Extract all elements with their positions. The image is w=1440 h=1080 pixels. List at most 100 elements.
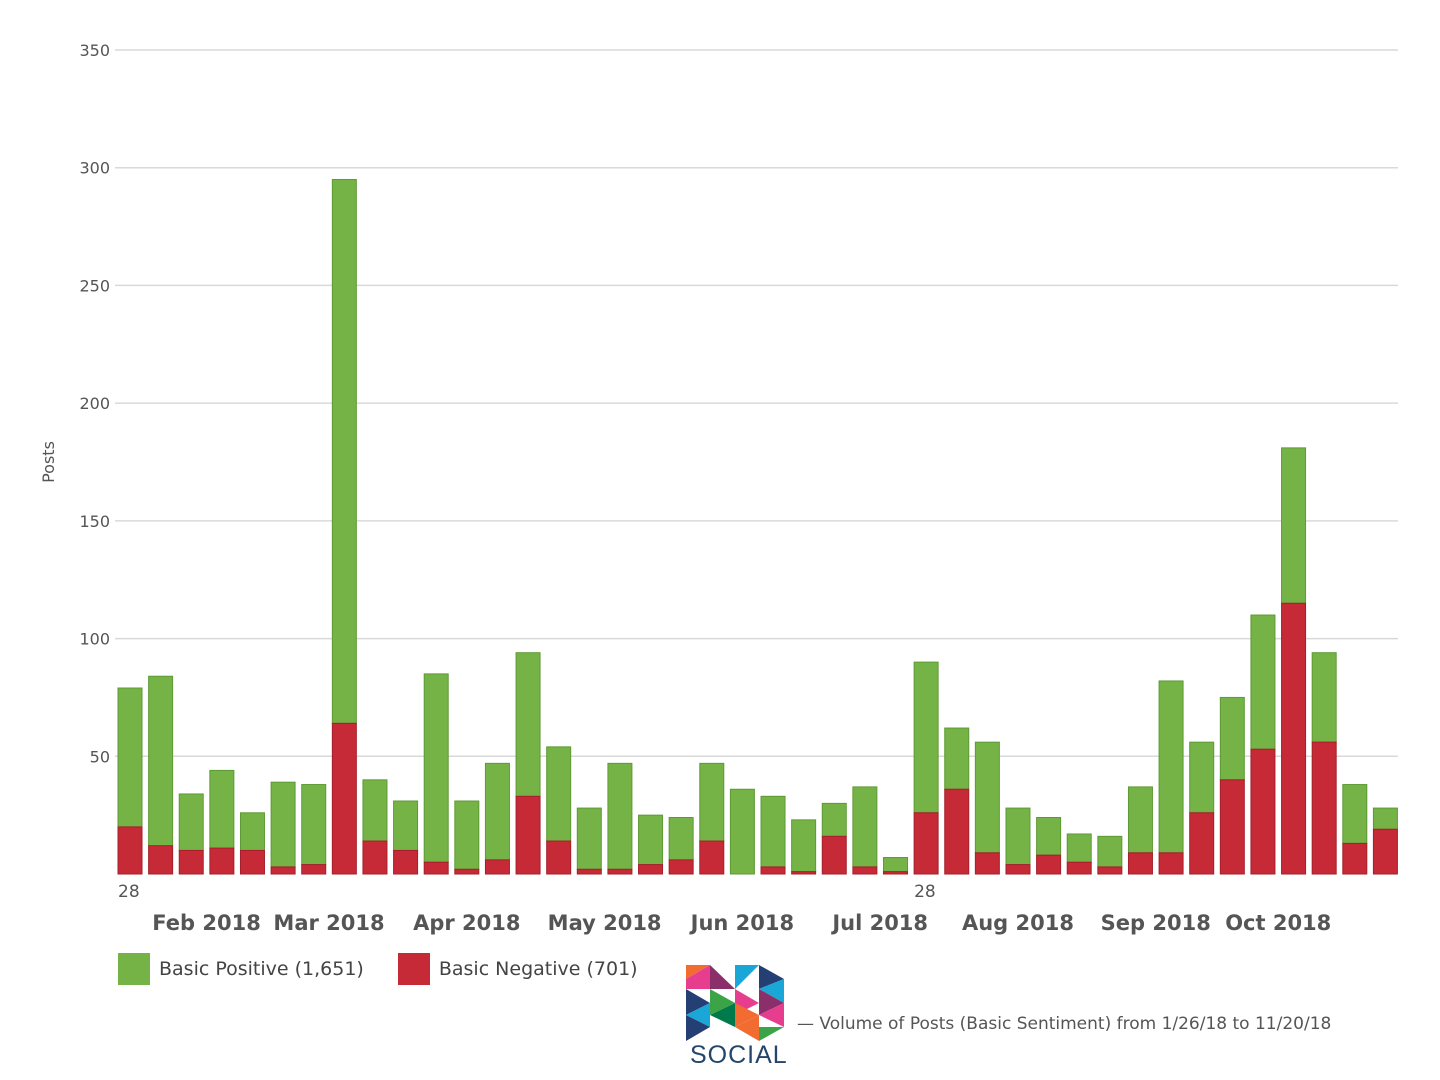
bar-negative: [1342, 842, 1368, 875]
chart-caption: — Volume of Posts (Basic Sentiment) from…: [797, 1014, 1332, 1034]
bar-negative: [883, 871, 908, 875]
bar-positive: [546, 746, 572, 842]
x-tick-month-label: Apr 2018: [413, 911, 520, 935]
x-tick-month-label: Jun 2018: [689, 911, 794, 935]
bar-positive: [1311, 652, 1337, 743]
bar-negative: [209, 847, 235, 875]
bar-negative: [331, 722, 357, 875]
y-tick-label: 150: [79, 512, 110, 531]
bar-negative: [791, 871, 817, 875]
bar-positive: [791, 819, 817, 873]
bar-negative: [239, 849, 265, 875]
bar-positive: [974, 741, 1000, 854]
bar-negative: [117, 826, 143, 875]
bar-positive: [117, 687, 143, 828]
legend-label-negative: Basic Negative (701): [438, 958, 638, 980]
bar-positive: [852, 786, 878, 868]
bar-negative: [270, 866, 296, 875]
x-tick-month-label: Mar 2018: [273, 911, 384, 935]
kaleidoscope-logo-icon: [686, 965, 784, 1041]
y-tick-label: 250: [79, 276, 110, 295]
bar-positive: [913, 661, 939, 814]
bar-negative: [1036, 854, 1062, 875]
bar-negative: [454, 868, 480, 875]
legend-label-positive: Basic Positive (1,651): [159, 958, 364, 980]
bar-negative: [301, 864, 327, 875]
bar-positive: [454, 800, 480, 870]
legend-item-positive[interactable]: Basic Positive (1,651): [118, 953, 364, 985]
bar-positive: [607, 762, 633, 870]
y-axis-ticks: 50 100 150 200 250 300 350: [79, 41, 110, 766]
bar-negative: [362, 840, 388, 875]
bar-negative: [178, 849, 204, 875]
bar-positive: [821, 802, 847, 837]
bar-negative: [484, 859, 510, 875]
bar-positive: [1097, 835, 1123, 868]
bar-positive: [699, 762, 725, 842]
bar-positive: [729, 788, 755, 875]
bar-negative: [148, 845, 174, 875]
bar-positive: [239, 812, 265, 851]
bar-positive: [668, 816, 694, 861]
bar-positive: [1066, 833, 1092, 863]
bar-positive: [760, 795, 786, 868]
bar-positive: [1372, 807, 1398, 830]
bar-positive: [1281, 447, 1307, 604]
legend-item-negative[interactable]: Basic Negative (701): [397, 953, 638, 985]
y-tick-label: 50: [90, 747, 110, 766]
brand: SOCIAL: [686, 965, 788, 1075]
bar-negative: [760, 866, 786, 875]
bars: [117, 178, 1398, 875]
bar-negative: [1005, 864, 1031, 875]
legend: Basic Positive (1,651) Basic Negative (7…: [118, 953, 638, 985]
x-tick-month-label: Sep 2018: [1101, 911, 1211, 935]
bar-negative: [1066, 861, 1092, 875]
bar-negative: [423, 861, 449, 875]
bar-negative: [668, 859, 694, 875]
bar-positive: [393, 800, 419, 851]
bar-negative: [638, 864, 664, 875]
bar-negative: [1189, 812, 1215, 875]
bar-positive: [301, 784, 327, 866]
bar-negative: [515, 795, 541, 875]
bar-negative: [1311, 741, 1337, 875]
bar-negative: [546, 840, 572, 875]
bar-positive: [1250, 614, 1276, 750]
bar-negative: [699, 840, 725, 875]
bar-positive: [178, 793, 204, 851]
bar-negative: [1281, 602, 1307, 875]
legend-swatch-positive: [118, 953, 150, 985]
bar-positive: [944, 727, 970, 790]
bar-negative: [821, 835, 847, 875]
bar-negative: [1097, 866, 1123, 875]
bar-positive: [1342, 784, 1368, 844]
bar-positive: [270, 781, 296, 868]
x-tick-month-label: Aug 2018: [962, 911, 1074, 935]
bar-negative: [1219, 779, 1245, 875]
stacked-bar-chart: 50 100 150 200 250 300 350 Posts 28 28 Feb 2018 M…: [39, 41, 1398, 935]
bar-negative: [576, 868, 602, 875]
bar-positive: [1036, 816, 1062, 856]
bar-negative: [1158, 852, 1184, 875]
x-tick-minor-label: 28: [914, 882, 936, 902]
bar-positive: [1219, 696, 1245, 781]
bar-positive: [1127, 786, 1153, 854]
bar-positive: [423, 673, 449, 863]
bar-negative: [974, 852, 1000, 875]
bar-positive: [638, 814, 664, 866]
y-tick-label: 300: [79, 159, 110, 178]
bar-positive: [331, 178, 357, 724]
bar-positive: [209, 769, 235, 849]
y-tick-label: 100: [79, 630, 110, 649]
x-tick-month-label: Feb 2018: [152, 911, 261, 935]
bar-positive: [883, 857, 908, 873]
brand-wordmark: SOCIAL: [690, 1041, 788, 1069]
x-axis-ticks: 28 28 Feb 2018 Mar 2018 Apr 2018 May 2018 Jun …: [118, 882, 1331, 935]
bar-positive: [484, 762, 510, 861]
legend-swatch-negative: [397, 953, 430, 985]
bar-negative: [944, 788, 970, 875]
bar-positive: [362, 779, 388, 842]
x-tick-minor-label: 28: [118, 882, 140, 902]
bar-negative: [607, 868, 633, 875]
grid-lines: [115, 49, 1398, 758]
